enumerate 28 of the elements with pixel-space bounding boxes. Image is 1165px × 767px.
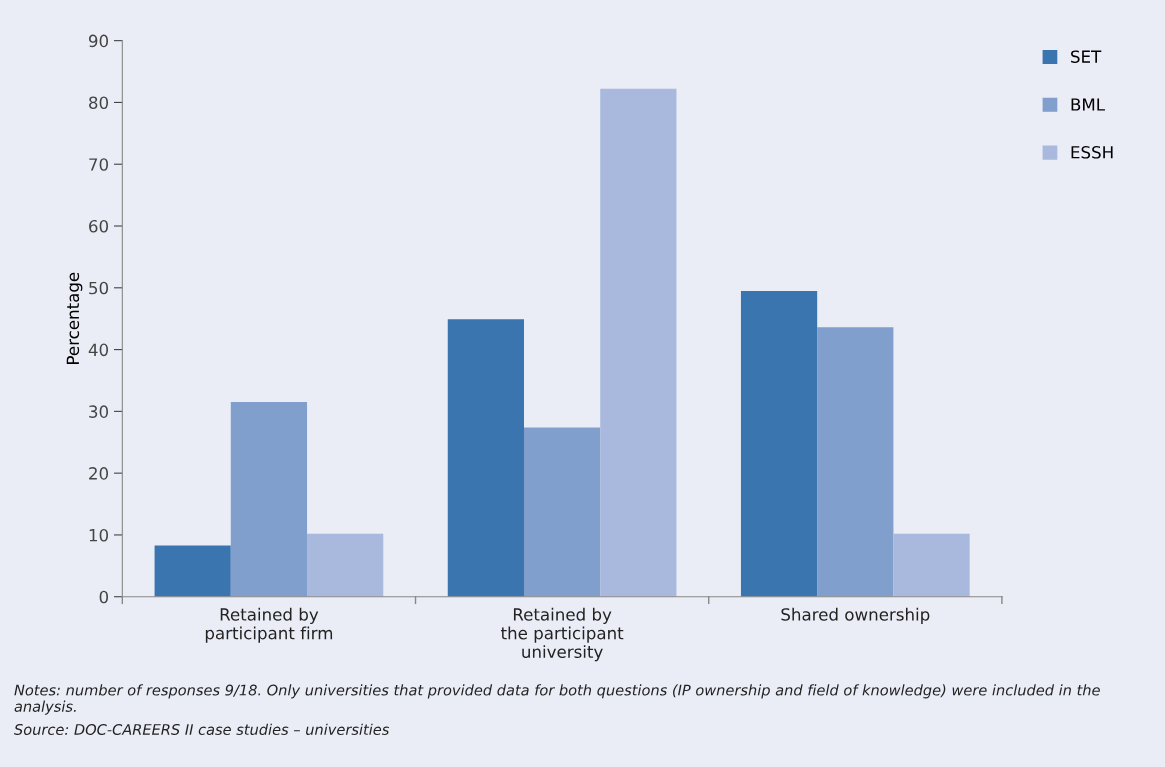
legend-label: SET bbox=[1071, 50, 1102, 63]
y-tick-label: 50 bbox=[89, 281, 109, 295]
y-axis-title: Percentage bbox=[66, 272, 83, 364]
bar bbox=[447, 319, 524, 597]
x-tick-label: Retained by participant firm bbox=[205, 607, 333, 643]
y-tick-label: 30 bbox=[89, 405, 109, 418]
y-tick-label: 70 bbox=[89, 158, 109, 171]
x-tick-label: Retained by the participant university bbox=[500, 607, 624, 662]
y-tick-label: 0 bbox=[99, 590, 109, 604]
y-tick-label: 80 bbox=[89, 96, 109, 110]
bar bbox=[817, 327, 894, 597]
y-tick-label: 20 bbox=[89, 467, 109, 480]
y-tick-label: 40 bbox=[88, 343, 109, 357]
bar bbox=[740, 290, 818, 597]
text: Notes: number of responses 9/18. Only universities that provided data for both questions (IP ownership and field of knowledge) were included in the analysis. bbox=[14, 684, 1100, 715]
source-note: Source: DOC-CAREERS II case studies – universities bbox=[14, 723, 390, 735]
bar bbox=[154, 545, 231, 597]
legend-label: BML bbox=[1071, 98, 1105, 111]
bar bbox=[893, 533, 970, 597]
y-tick-label: 10 bbox=[89, 528, 109, 542]
x-tick-label: Shared ownership bbox=[781, 607, 930, 624]
y-tick-label: 60 bbox=[89, 219, 109, 233]
bar bbox=[524, 427, 601, 597]
legend-label: ESSH bbox=[1071, 145, 1113, 159]
y-tick-label: 90 bbox=[88, 34, 109, 48]
bar bbox=[230, 402, 308, 597]
bar bbox=[307, 533, 384, 597]
bar bbox=[600, 88, 677, 597]
